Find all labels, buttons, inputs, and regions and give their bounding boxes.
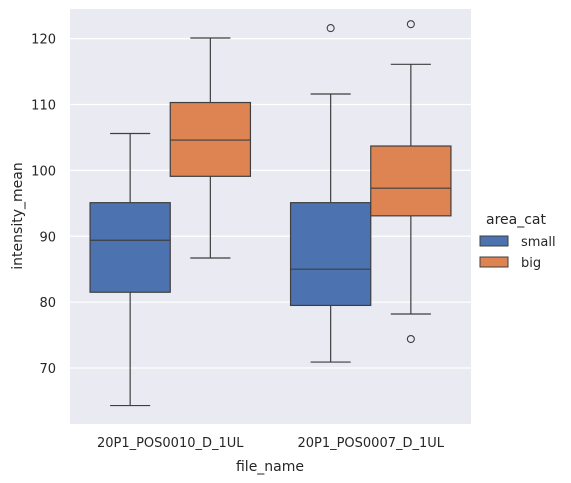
legend-title: area_cat: [486, 212, 546, 228]
outlier-point-0: [326, 24, 335, 33]
legend: area_cat small big: [479, 212, 556, 271]
legend-swatch-big: [479, 256, 509, 268]
x-axis-label: file_name: [236, 459, 304, 475]
y-tick-label-100: 100: [31, 164, 56, 179]
x-tick-label-0: 20P1_POS0010_D_1UL: [97, 436, 244, 451]
y-tick-label-90: 90: [39, 230, 56, 245]
box-body: [370, 145, 452, 217]
y-tick-label-80: 80: [39, 296, 56, 311]
x-tick-labels: 20P1_POS0010_D_1UL 20P1_POS0007_D_1UL: [97, 436, 445, 451]
legend-label-big: big: [521, 256, 541, 271]
x-tick-label-1: 20P1_POS0007_D_1UL: [297, 436, 444, 451]
y-axis-label: intensity_mean: [10, 162, 26, 269]
box-big-0: [169, 37, 252, 259]
box-body: [289, 202, 372, 307]
box-big-1: [370, 20, 452, 344]
box-body: [89, 202, 171, 293]
boxes: [89, 20, 452, 407]
box-small-0: [89, 132, 171, 407]
outlier-point-0: [406, 334, 415, 344]
box-body: [169, 101, 252, 177]
box-small-1: [289, 24, 372, 363]
y-tick-label-110: 110: [31, 99, 56, 114]
outlier-point-1: [406, 20, 415, 29]
y-tick-label-120: 120: [31, 33, 56, 48]
y-tick-labels: 70 80 90 100 110 120: [31, 33, 56, 377]
legend-swatch-small: [479, 235, 509, 247]
y-tick-label-70: 70: [39, 362, 56, 377]
legend-label-small: small: [521, 235, 556, 250]
